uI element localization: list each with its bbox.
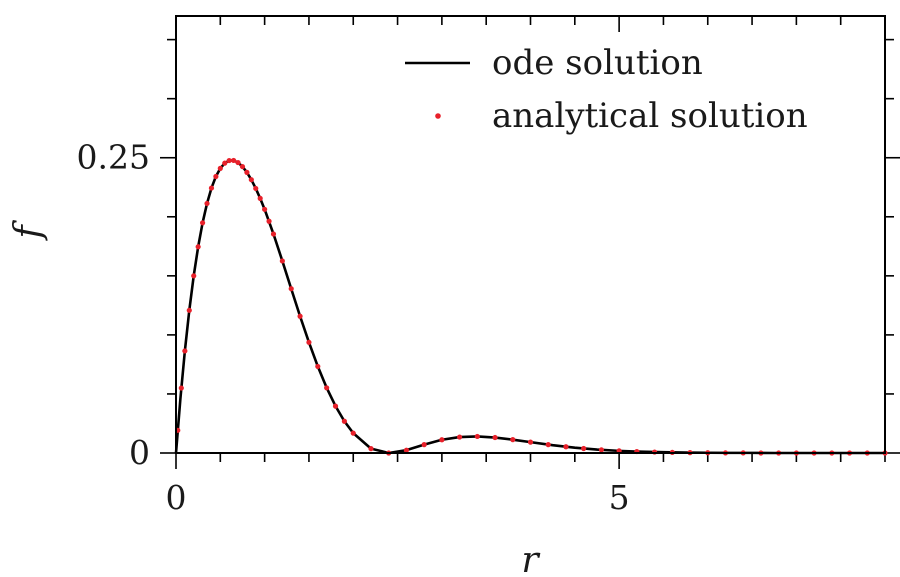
data-point-analytical-solution xyxy=(222,160,228,166)
data-point-analytical-solution xyxy=(421,442,427,448)
data-point-analytical-solution xyxy=(474,433,480,440)
plot-series xyxy=(174,157,888,456)
data-point-analytical-solution xyxy=(262,206,268,212)
data-point-analytical-solution xyxy=(248,177,254,183)
data-point-analytical-solution xyxy=(244,169,250,175)
data-point-analytical-solution xyxy=(288,286,294,292)
tick-labels: 0 5 0 0.25 xyxy=(77,138,630,517)
data-point-analytical-solution xyxy=(563,444,569,450)
data-point-analytical-solution xyxy=(545,442,551,448)
data-point-analytical-solution xyxy=(598,447,605,453)
data-point-analytical-solution xyxy=(306,339,312,345)
data-point-analytical-solution xyxy=(231,157,237,164)
data-point-analytical-solution xyxy=(457,434,463,440)
x-tick-label: 5 xyxy=(609,478,630,517)
data-point-analytical-solution xyxy=(253,185,259,192)
data-point-analytical-solution xyxy=(350,430,356,436)
data-point-analytical-solution xyxy=(204,200,210,207)
data-point-analytical-solution xyxy=(403,447,410,453)
y-tick-label: 0.25 xyxy=(77,138,150,177)
data-point-analytical-solution xyxy=(368,446,374,452)
data-point-analytical-solution xyxy=(257,195,263,201)
data-point-analytical-solution xyxy=(341,418,347,424)
data-point-analytical-solution xyxy=(266,218,272,224)
data-point-analytical-solution xyxy=(186,307,192,313)
series-line-ode-solution xyxy=(174,159,885,455)
y-axis-title: f xyxy=(8,220,49,242)
axis-ticks xyxy=(160,16,900,469)
data-point-analytical-solution xyxy=(270,231,277,237)
data-point-analytical-solution xyxy=(199,220,206,226)
data-point-analytical-solution xyxy=(439,437,445,443)
data-point-analytical-solution xyxy=(208,185,215,191)
legend-label-analytical-solution: analytical solution xyxy=(492,96,808,136)
data-point-analytical-solution xyxy=(297,313,303,319)
data-point-analytical-solution xyxy=(492,434,498,441)
data-point-analytical-solution xyxy=(182,348,188,354)
plot-frame xyxy=(175,15,886,454)
x-tick-label: 0 xyxy=(166,478,187,517)
data-point-analytical-solution xyxy=(213,173,219,180)
data-point-analytical-solution xyxy=(315,363,321,370)
legend-swatch-analytical-solution xyxy=(435,113,441,119)
data-point-analytical-solution xyxy=(235,159,241,166)
y-tick-label: 0 xyxy=(129,433,150,472)
data-point-analytical-solution xyxy=(324,385,330,391)
data-point-analytical-solution xyxy=(332,403,339,409)
data-point-analytical-solution xyxy=(217,165,223,171)
data-point-analytical-solution xyxy=(510,437,516,443)
data-point-analytical-solution xyxy=(279,258,285,264)
data-point-analytical-solution xyxy=(195,244,201,250)
legend: ode solution analytical solution xyxy=(405,43,808,136)
data-point-analytical-solution xyxy=(239,163,246,170)
data-point-analytical-solution xyxy=(191,273,197,279)
data-point-analytical-solution xyxy=(178,385,184,391)
data-point-analytical-solution xyxy=(581,445,587,452)
data-point-analytical-solution xyxy=(226,157,232,164)
data-point-analytical-solution xyxy=(527,439,534,445)
x-axis-title: r xyxy=(521,540,540,577)
legend-label-ode-solution: ode solution xyxy=(492,43,703,83)
